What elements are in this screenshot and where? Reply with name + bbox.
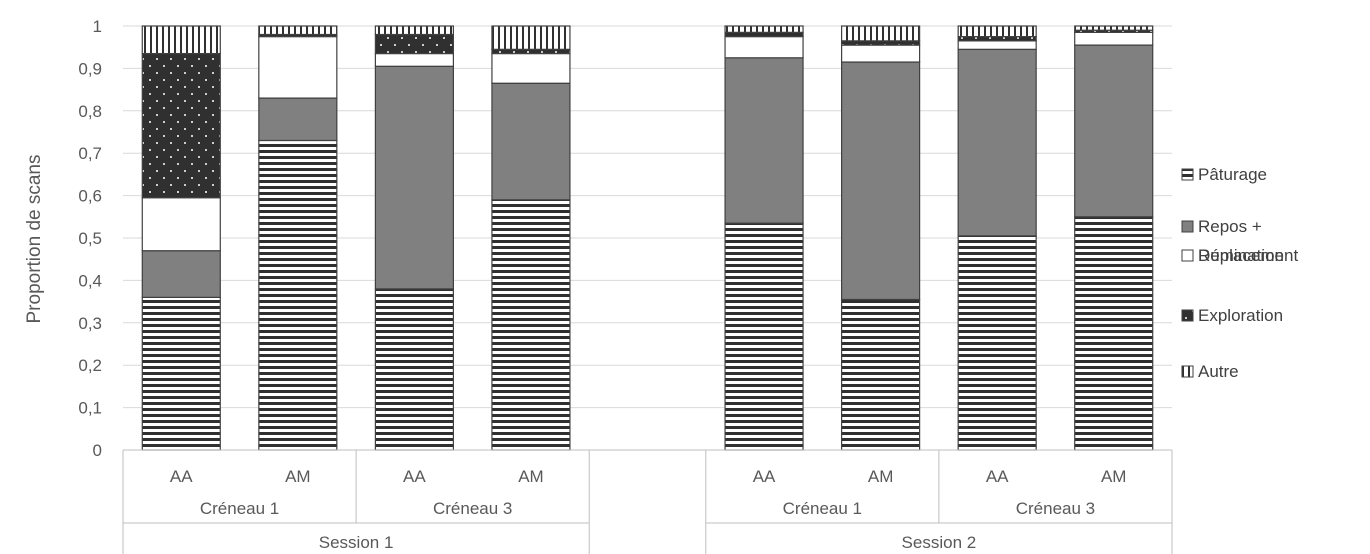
- slot-label: Créneau 3: [1016, 499, 1095, 518]
- bar-segment: [724, 31, 804, 38]
- legend-label: Pâturage: [1198, 165, 1267, 184]
- bar-segment: [141, 52, 221, 199]
- x-axis: AA AM Créneau 1 AA AM Créneau 3 Session 1 AA AM C…: [122, 449, 1173, 554]
- x-tick-label: AA: [170, 467, 193, 486]
- bar-segment: [491, 48, 571, 55]
- slot-label: Créneau 3: [433, 499, 512, 518]
- bar-segment: [724, 35, 804, 59]
- legend-swatch: [1181, 365, 1194, 378]
- bars: [141, 25, 1154, 451]
- y-tick-label: 1: [93, 17, 102, 36]
- x-tick-label: AA: [753, 467, 776, 486]
- bar-segment: [841, 44, 921, 63]
- legend-swatch: [1181, 220, 1194, 233]
- legend-label: Repos + Rumination: [1198, 217, 1284, 265]
- bar-segment: [258, 25, 338, 36]
- y-tick-label: 0,4: [78, 271, 102, 290]
- y-tick-label: 0,6: [78, 187, 102, 206]
- bar-segment: [1074, 216, 1154, 451]
- bar-segment: [491, 82, 571, 201]
- bar-segment: [141, 197, 221, 252]
- bar-segment: [841, 298, 921, 451]
- y-axis-ticks: 0 0,1 0,2 0,3 0,4 0,5 0,6 0,7 0,8 0,9 1: [78, 17, 102, 460]
- bar-segment: [491, 199, 571, 451]
- x-tick-label: AA: [403, 467, 426, 486]
- y-tick-label: 0,1: [78, 399, 102, 418]
- bar-segment: [1074, 31, 1154, 46]
- bar-segment: [1074, 44, 1154, 218]
- bar-segment: [841, 25, 921, 42]
- bar-segment: [957, 235, 1037, 451]
- slot-label: Créneau 1: [200, 499, 279, 518]
- bar-segment: [374, 33, 454, 55]
- bar-segment: [957, 48, 1037, 237]
- bar-segment: [491, 52, 571, 84]
- bar-segment: [957, 25, 1037, 38]
- bar-segment: [374, 52, 454, 67]
- bar-segment: [374, 288, 454, 451]
- bar-segment: [141, 25, 221, 55]
- x-tick-label: AM: [518, 467, 544, 486]
- y-tick-label: 0,8: [78, 102, 102, 121]
- bar-segment: [258, 139, 338, 451]
- x-tick-label: AM: [868, 467, 894, 486]
- bar-segment: [374, 65, 454, 290]
- y-tick-label: 0,5: [78, 229, 102, 248]
- y-tick-label: 0: [93, 441, 102, 460]
- y-tick-label: 0,7: [78, 144, 102, 163]
- slot-label: Créneau 1: [783, 499, 862, 518]
- x-tick-label: AM: [1101, 467, 1127, 486]
- bar-segment: [258, 35, 338, 99]
- bar-segment: [374, 25, 454, 36]
- bar-segment: [141, 250, 221, 298]
- bar-segment: [957, 40, 1037, 50]
- y-tick-label: 0,3: [78, 314, 102, 333]
- x-tick-label: AA: [986, 467, 1009, 486]
- bar-segment: [841, 40, 921, 46]
- legend-label: Exploration: [1198, 306, 1283, 325]
- bar-segment: [957, 35, 1037, 42]
- x-tick-label: AM: [285, 467, 311, 486]
- y-axis-label: Proportion de scans: [24, 155, 45, 324]
- bar-segment: [491, 25, 571, 50]
- bar-segment: [724, 222, 804, 451]
- session-label: Session 2: [902, 533, 977, 552]
- bar-segment: [141, 296, 221, 451]
- bar-segment: [258, 97, 338, 142]
- legend-swatch: [1181, 309, 1194, 322]
- y-tick-label: 0,2: [78, 356, 102, 375]
- bar-segment: [841, 61, 921, 301]
- legend-label: Déplacement: [1198, 246, 1298, 265]
- bar-segment: [724, 57, 804, 224]
- y-tick-label: 0,9: [78, 59, 102, 78]
- session-label: Session 1: [319, 533, 394, 552]
- legend-swatch: [1181, 168, 1194, 181]
- legend-label: Autre: [1198, 362, 1239, 381]
- bar-segment: [724, 25, 804, 33]
- bar-segment: [1074, 25, 1154, 31]
- legend-swatch: [1181, 249, 1194, 262]
